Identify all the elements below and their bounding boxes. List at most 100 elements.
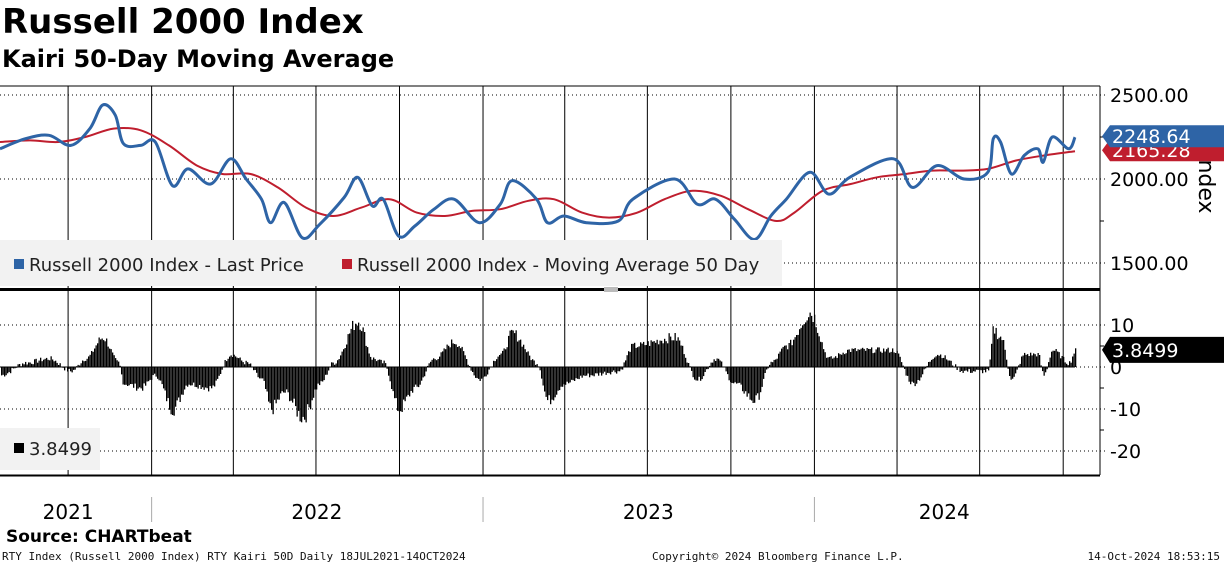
kairi-bar (574, 367, 576, 381)
kairi-bar (319, 367, 321, 386)
kairi-bar (484, 367, 486, 377)
kairi-bar (377, 359, 379, 367)
kairi-bar (896, 350, 898, 367)
kairi-bar (631, 343, 633, 367)
kairi-bar (502, 350, 504, 367)
kairi-bar (370, 356, 372, 367)
kairi-bar (671, 340, 673, 367)
kairi-bar (944, 355, 946, 367)
kairi-bar (139, 367, 141, 388)
kairi-bar (535, 364, 537, 367)
chart-title: Russell 2000 Index (2, 2, 364, 42)
kairi-bar (562, 367, 564, 387)
kairi-bar (479, 367, 481, 381)
kairi-bar (710, 362, 712, 367)
kairi-bar (794, 337, 796, 367)
kairi-bar (199, 367, 201, 385)
kairi-bar (998, 337, 1000, 367)
kairi-bar (1055, 349, 1057, 367)
kairi-bar (659, 340, 661, 367)
kairi-bar (1072, 356, 1074, 367)
kairi-bar (646, 345, 648, 367)
kairi-bar (278, 367, 280, 400)
kairi-bar (961, 367, 963, 371)
kairi-bar (256, 367, 258, 373)
kairi-bar (949, 360, 951, 367)
kairi-bar (595, 367, 597, 374)
kairi-bar (545, 367, 547, 397)
kairi-bar (289, 367, 291, 402)
kairi-bar (185, 367, 187, 386)
kairi-bar (148, 367, 150, 382)
kairi-bar (788, 343, 790, 367)
kairi-bar (1067, 365, 1069, 367)
kairi-bar (499, 355, 501, 367)
kairi-bar (38, 360, 40, 367)
kairi-bar (988, 367, 990, 371)
kairi-bar (941, 358, 943, 367)
kairi-bar (908, 367, 910, 382)
kairi-bar (310, 367, 312, 410)
kairi-bar (4, 367, 6, 377)
kairi-bar (619, 367, 621, 372)
kairi-bar (922, 367, 924, 375)
kairi-bar (748, 367, 750, 394)
kairi-bar (104, 341, 106, 367)
kairi-bar (88, 356, 90, 367)
kairi-bar (674, 333, 676, 367)
kairi-bar (215, 367, 217, 381)
kairi-bar (1073, 353, 1075, 367)
kairi-bar (371, 359, 373, 367)
kairi-bar (374, 359, 376, 367)
kairi-bar (851, 348, 853, 367)
kairi-bar (986, 367, 988, 369)
kairi-bar (163, 367, 165, 389)
kairi-bar (497, 356, 499, 367)
kairi-bar (979, 367, 981, 370)
kairi-bar (508, 335, 510, 367)
kairi-bar (782, 346, 784, 367)
kairi-bar (584, 367, 586, 376)
kairi-bar (715, 361, 717, 367)
kairi-bar (460, 348, 462, 367)
kairi-bar (2, 367, 4, 375)
kairi-bar (691, 367, 693, 371)
kairi-bar (989, 359, 991, 367)
ma50-line (0, 126, 1076, 223)
kairi-bar (230, 355, 232, 367)
kairi-bar (1018, 365, 1020, 367)
kairi-bar (439, 356, 441, 367)
kairi-bar (352, 320, 354, 367)
kairi-bar (811, 315, 813, 367)
kairi-bar (616, 367, 618, 374)
kairi-bar (892, 348, 894, 367)
kairi-bar (521, 346, 523, 367)
kairi-bar (695, 367, 697, 381)
kairi-bar (842, 352, 844, 367)
kairi-bar (925, 367, 927, 369)
kairi-bar (154, 367, 156, 374)
kairi-bar (614, 367, 616, 373)
kairi-bar (37, 362, 39, 367)
kairi-bar (785, 345, 787, 367)
kairi-bar (448, 345, 450, 367)
kairi-bar (823, 349, 825, 367)
kairi-bar (643, 341, 645, 367)
kairi-bar (344, 348, 346, 367)
kairi-bar (937, 354, 939, 367)
kairi-bar (181, 367, 183, 395)
kairi-bar (797, 334, 799, 367)
kairi-bar (754, 367, 756, 403)
kairi-bar (590, 367, 592, 376)
kairi-bar (226, 361, 228, 367)
kairi-bar (40, 357, 42, 367)
kairi-bar (760, 367, 762, 393)
kairi-bar (59, 363, 61, 367)
kairi-bar (404, 367, 406, 402)
kairi-bar (203, 367, 205, 390)
kairi-bar (106, 338, 108, 367)
kairi-bar (187, 367, 189, 387)
kairi-bar (11, 367, 13, 369)
kairi-bar (704, 367, 706, 372)
kairi-bar (97, 343, 99, 367)
